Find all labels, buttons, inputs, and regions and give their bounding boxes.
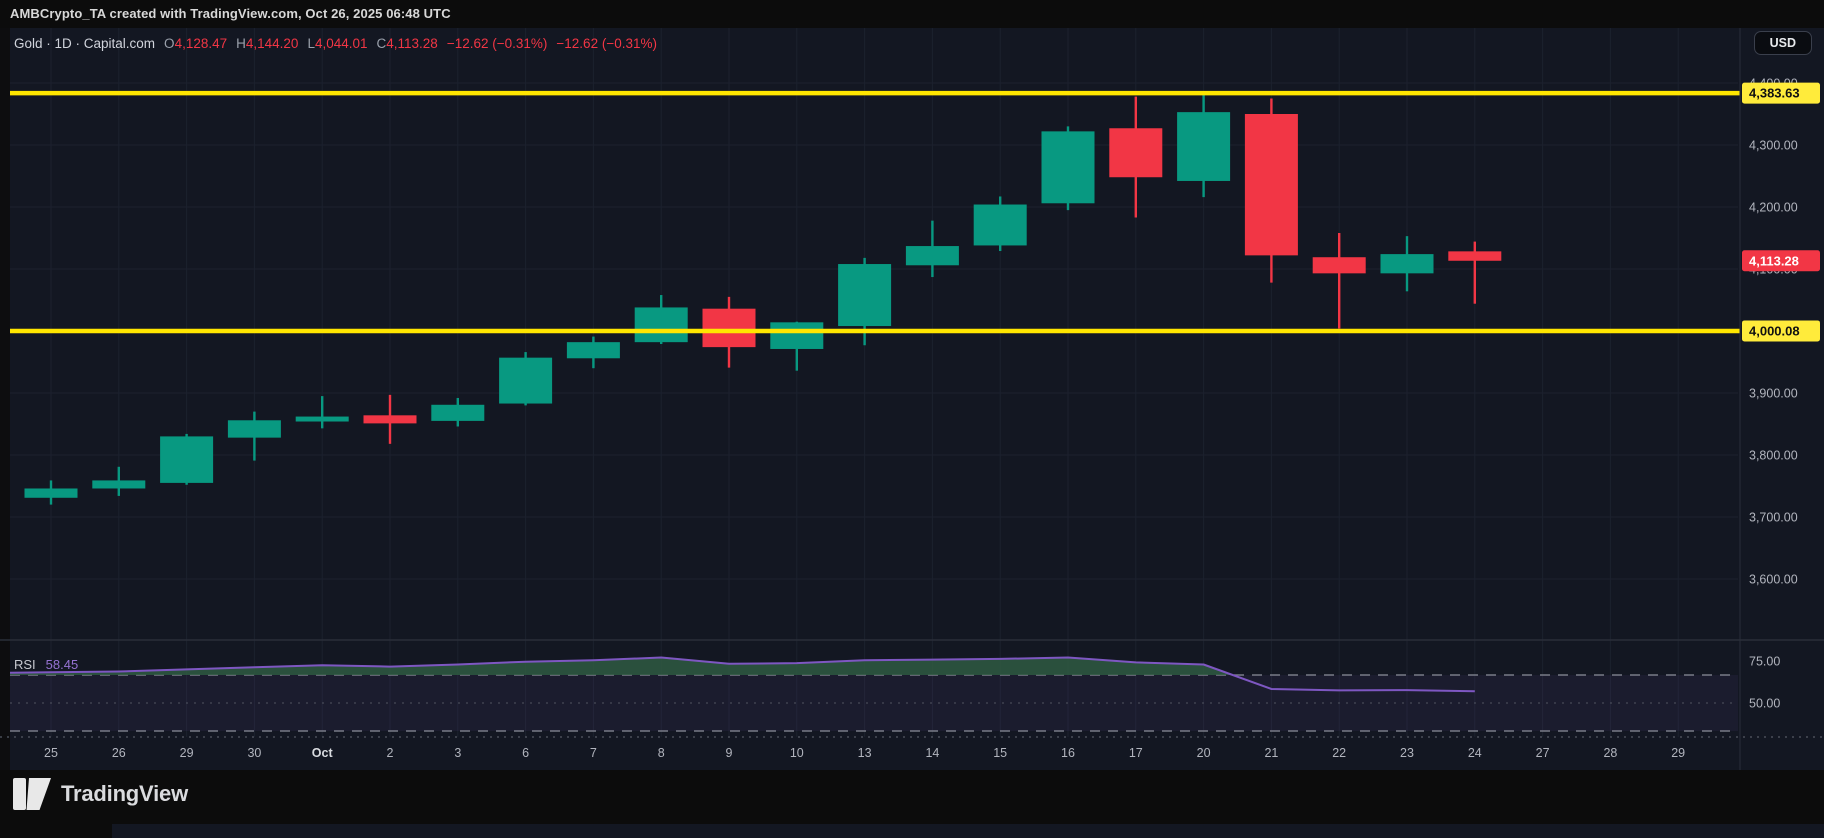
legend-low: L4,044.01: [307, 36, 368, 51]
axis-label: 3: [454, 746, 461, 760]
axis-label: 9: [726, 746, 733, 760]
axis-label: 3,800.00: [1749, 449, 1798, 463]
candle-up: [92, 480, 146, 489]
axis-label: 3,600.00: [1749, 573, 1798, 587]
chart-background: [0, 28, 1824, 770]
axis-label: 22: [1332, 746, 1346, 760]
rsi-title: RSI: [14, 657, 36, 672]
candle-up: [1177, 112, 1231, 181]
candle-up: [838, 264, 892, 327]
axis-label: 15: [993, 746, 1007, 760]
candle-up: [905, 246, 959, 266]
attribution-bar: AMBCrypto_TA created with TradingView.co…: [0, 0, 1824, 28]
axis-label: Oct: [312, 746, 334, 760]
axis-label: 3,700.00: [1749, 511, 1798, 525]
level-price-badge: [1742, 82, 1820, 104]
candle-up: [499, 357, 553, 404]
candle-down: [1244, 114, 1298, 256]
candle-up: [566, 342, 620, 359]
axis-label: 26: [112, 746, 126, 760]
candle-up: [24, 488, 78, 498]
rsi-legend: RSI 58.45: [14, 657, 78, 672]
legend-open: O4,128.47: [164, 36, 228, 51]
axis-label: 4,113.28: [1749, 253, 1799, 268]
axis-label: 75.00: [1749, 655, 1780, 669]
axis-label: 6: [522, 746, 529, 760]
axis-label: 25: [44, 746, 58, 760]
tradingview-logo-link[interactable]: TradingView: [12, 776, 188, 812]
attribution-text: AMBCrypto_TA created with TradingView.co…: [10, 6, 451, 21]
candle-down: [1312, 257, 1366, 274]
bottom-strip: [112, 824, 1824, 838]
axis-label: 29: [180, 746, 194, 760]
candle-up: [295, 416, 349, 422]
legend-change-percent: −12.62 (−0.31%): [556, 36, 657, 51]
axis-label: 50.00: [1749, 697, 1780, 711]
axis-label: 30: [247, 746, 261, 760]
axis-label: 14: [925, 746, 939, 760]
legend-change: −12.62 (−0.31%): [446, 36, 548, 51]
axis-label: 21: [1264, 746, 1278, 760]
axis-label: 4,200.00: [1749, 201, 1798, 215]
axis-label: 29: [1671, 746, 1685, 760]
candle-down: [363, 415, 417, 424]
legend-high: H4,144.20: [236, 36, 299, 51]
candle-up: [227, 420, 281, 438]
axis-label: 16: [1061, 746, 1075, 760]
candle-up: [431, 404, 485, 421]
axis-label: 28: [1603, 746, 1617, 760]
tradingview-wordmark: TradingView: [61, 781, 188, 806]
candle-up: [160, 436, 214, 483]
candle-up: [1041, 131, 1095, 204]
currency-toggle-button[interactable]: USD: [1753, 31, 1812, 55]
symbol-title[interactable]: Gold · 1D · Capital.com: [14, 36, 156, 51]
axis-label: 4,300.00: [1749, 139, 1798, 153]
axis-label: 17: [1129, 746, 1143, 760]
candle-up: [634, 307, 688, 343]
axis-label: 24: [1468, 746, 1482, 760]
candle-up: [1380, 254, 1434, 274]
rsi-line: [9, 656, 1475, 693]
axis-label: 7: [590, 746, 597, 760]
footer-bar: TradingView: [0, 770, 1824, 838]
legend-close: C4,113.28: [376, 36, 438, 51]
axis-label: 20: [1197, 746, 1211, 760]
candle-up: [973, 204, 1027, 246]
axis-label: 4,383.63: [1749, 86, 1800, 101]
axis-label: 13: [858, 746, 872, 760]
tradingview-logo-icon: [13, 778, 51, 810]
axis-label: 10: [790, 746, 804, 760]
rsi-value: 58.45: [45, 657, 79, 672]
symbol-legend: Gold · 1D · Capital.com O4,128.47 H4,144…: [14, 36, 657, 51]
candle-down: [1448, 251, 1502, 261]
axis-label: 4,000.08: [1749, 323, 1800, 338]
candle-down: [702, 308, 756, 348]
axis-label: 8: [658, 746, 665, 760]
left-margin: [0, 28, 10, 770]
axis-label: 2: [387, 746, 394, 760]
candle-up: [770, 322, 824, 349]
level-price-badge: [1742, 320, 1820, 342]
last-price-badge: [1742, 250, 1820, 272]
candle-down: [1109, 128, 1163, 178]
axis-label: 23: [1400, 746, 1414, 760]
axis-label: 27: [1536, 746, 1550, 760]
axis-label: 3,900.00: [1749, 387, 1798, 401]
rsi-overbought-fill: [10, 657, 1233, 675]
